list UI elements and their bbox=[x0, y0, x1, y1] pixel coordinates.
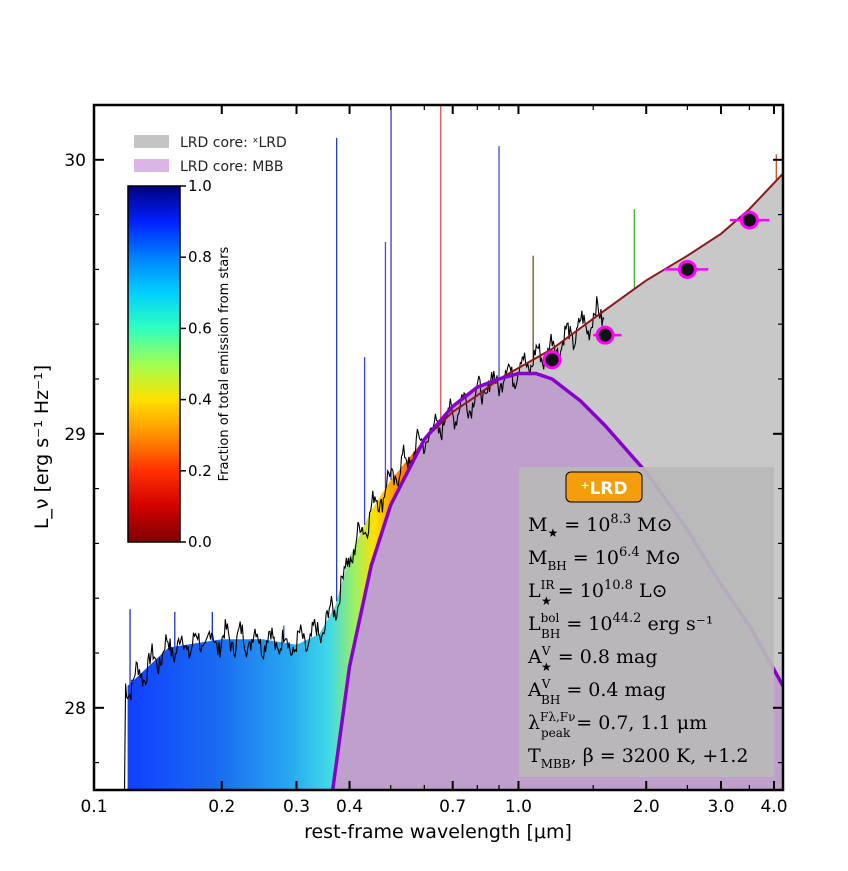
info-line: AV ★ = 0.8 mag bbox=[527, 644, 658, 674]
info-line: MBH = 106.4 M⊙ bbox=[528, 545, 681, 573]
info-box-background bbox=[519, 467, 774, 777]
legend-label-mbb: LRD core: MBB bbox=[180, 159, 284, 175]
colorbar-tick-label: 0.6 bbox=[188, 319, 212, 337]
lrd-badge bbox=[565, 471, 643, 503]
x-axis: 0.1 0.2 0.3 0.4 0.7 1.0 2.0 3.0 4.0 bbox=[80, 105, 788, 817]
legend-swatch-xlrd bbox=[134, 135, 169, 148]
legend-swatch-mbb bbox=[134, 159, 169, 172]
x-tick-label: 0.2 bbox=[208, 797, 235, 817]
photometry-point bbox=[677, 259, 697, 279]
colorbar-tick-label: 0.0 bbox=[188, 533, 212, 551]
info-line: λFλ,Fν peak = 0.7, 1.1 μm bbox=[528, 710, 707, 740]
info-line: Lbol BH = 1044.2 erg s⁻¹ bbox=[528, 611, 713, 641]
info-box: ⁺LRD M★ = 108.3 M⊙ MBH = 106.4 M⊙ LIR ★ = 1… bbox=[519, 467, 774, 777]
colorbar-gradient bbox=[127, 185, 181, 543]
observed-spectrum-line bbox=[123, 296, 605, 790]
colorbar-tick-label: 1.0 bbox=[188, 177, 212, 195]
y-tick-label: 28 bbox=[64, 699, 86, 719]
x-tick-label: 0.4 bbox=[336, 797, 363, 817]
info-line: TMBB, β = 3200 K, +1.2 bbox=[528, 745, 749, 771]
stellar-spectrum-area bbox=[127, 411, 453, 790]
total-model-line bbox=[423, 172, 783, 441]
photometry-point bbox=[595, 325, 615, 345]
y-axis: 28 29 30 bbox=[64, 104, 783, 764]
colorbar: 0.0 0.2 0.4 0.6 0.8 1.0 Fraction of total emi… bbox=[127, 177, 232, 551]
colorbar-title: Fraction of total emission from stars bbox=[217, 246, 232, 481]
x-tick-label: 3.0 bbox=[707, 797, 734, 817]
y-tick-label: 29 bbox=[64, 425, 86, 445]
legend: LRD core: ˣLRD LRD core: MBB bbox=[134, 135, 287, 175]
info-line: AV BH = 0.4 mag bbox=[527, 677, 666, 707]
photometry-point bbox=[739, 210, 759, 230]
x-tick-label: 2.0 bbox=[633, 797, 660, 817]
photometry-point bbox=[542, 350, 562, 370]
x-tick-label: 1.0 bbox=[505, 797, 532, 817]
y-tick-label: 30 bbox=[64, 151, 86, 171]
colorbar-tick-label: 0.4 bbox=[188, 391, 212, 409]
info-line: LIR ★ = 1010.8 L⊙ bbox=[528, 578, 667, 608]
colorbar-tick-label: 0.2 bbox=[188, 462, 212, 480]
legend-label-xlrd: LRD core: ˣLRD bbox=[180, 135, 287, 151]
x-tick-label: 0.3 bbox=[283, 797, 310, 817]
colorbar-tick-label: 0.8 bbox=[188, 248, 212, 266]
info-line: M★ = 108.3 M⊙ bbox=[528, 512, 673, 540]
photometry-points bbox=[542, 210, 770, 370]
x-tick-label: 0.7 bbox=[439, 797, 466, 817]
y-axis-title: L_ν [erg s⁻¹ Hz⁻¹] bbox=[31, 365, 53, 529]
lrd-badge-label: ⁺LRD bbox=[580, 479, 627, 499]
x-tick-label: 0.1 bbox=[80, 797, 107, 817]
x-axis-title: rest-frame wavelength [μm] bbox=[304, 821, 572, 843]
x-tick-label: 4.0 bbox=[760, 797, 787, 817]
plot-frame bbox=[92, 103, 785, 792]
